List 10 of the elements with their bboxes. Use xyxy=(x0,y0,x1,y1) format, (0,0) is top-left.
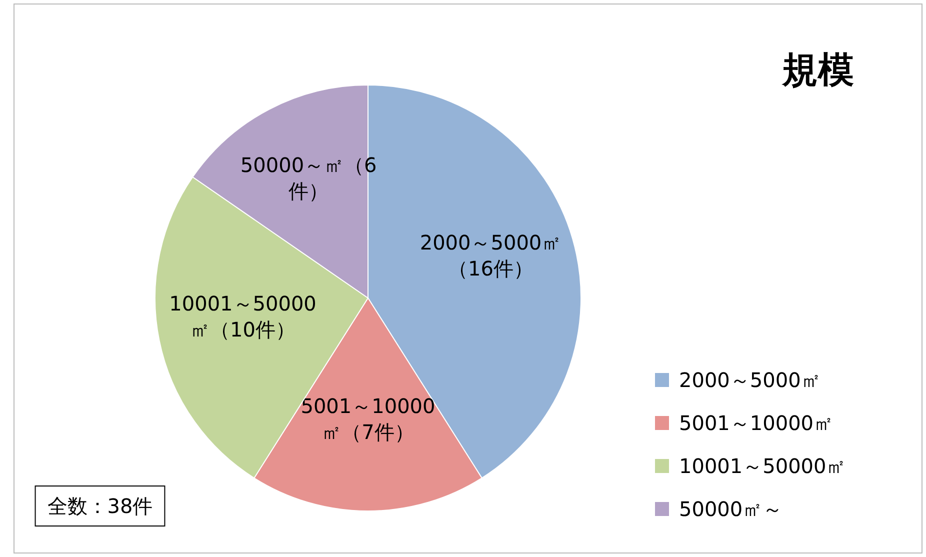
data-label: 2000～5000㎡（16件） xyxy=(420,230,562,280)
legend-label: 10001～50000㎡ xyxy=(679,454,846,478)
data-label: 10001～50000㎡（10件） xyxy=(169,292,316,342)
chart-title: 規模 xyxy=(781,50,854,91)
legend-label: 50000㎡～ xyxy=(679,497,783,521)
legend-label: 5001～10000㎡ xyxy=(679,411,834,435)
text: 全数：38件 xyxy=(47,494,153,518)
legend-label: 2000～5000㎡ xyxy=(679,368,821,392)
data-label: 50000～㎡（6件） xyxy=(240,152,377,203)
data-label: 5001～10000㎡（7件） xyxy=(300,394,436,444)
